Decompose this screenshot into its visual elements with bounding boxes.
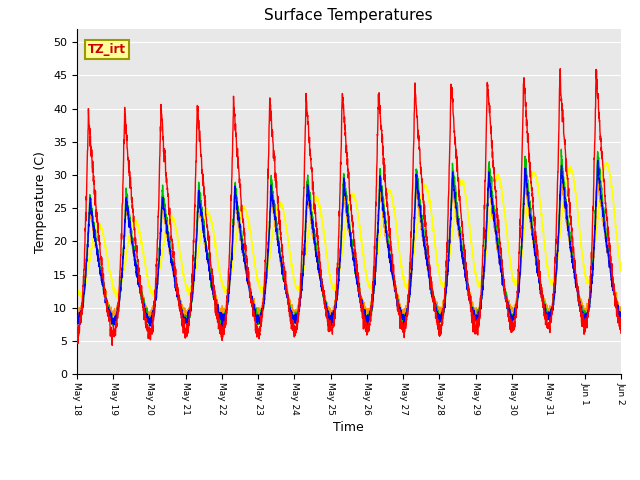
- Y-axis label: Temperature (C): Temperature (C): [35, 151, 47, 252]
- X-axis label: Time: Time: [333, 420, 364, 433]
- Title: Surface Temperatures: Surface Temperatures: [264, 9, 433, 24]
- Text: TZ_irt: TZ_irt: [88, 43, 125, 56]
